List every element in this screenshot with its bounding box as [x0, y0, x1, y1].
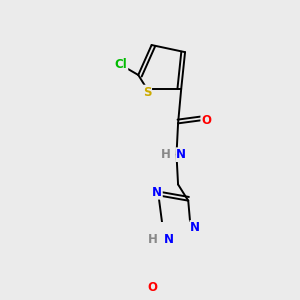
Text: N: N: [176, 148, 186, 161]
Text: O: O: [147, 281, 157, 294]
Text: N: N: [152, 186, 162, 199]
Text: N: N: [190, 221, 200, 234]
Text: O: O: [201, 114, 211, 127]
Text: H: H: [160, 148, 170, 161]
Text: H: H: [148, 233, 158, 247]
Text: S: S: [143, 85, 151, 99]
Text: N: N: [164, 233, 174, 247]
Text: Cl: Cl: [115, 58, 128, 70]
